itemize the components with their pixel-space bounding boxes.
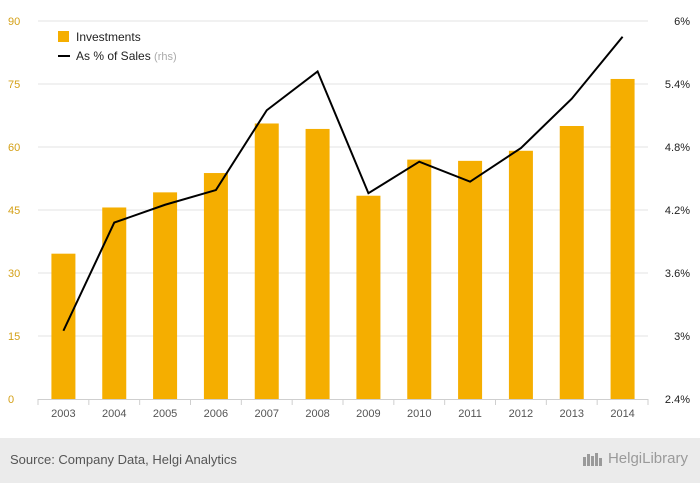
x-tick-2006: 2006 — [204, 408, 228, 420]
x-tick-2013: 2013 — [560, 408, 584, 420]
bar-2008 — [305, 128, 330, 399]
investments-bars — [51, 78, 635, 400]
left-tick-4: 60 — [8, 142, 20, 154]
brand-name: HelgiLibrary — [607, 450, 688, 467]
library-icon — [582, 452, 602, 466]
x-tick-2014: 2014 — [610, 408, 634, 420]
bar-2005 — [153, 192, 178, 399]
legend-label-rhs: (rhs) — [154, 51, 177, 63]
bar-2013 — [559, 126, 584, 399]
legend: Investments As % of Sales (rhs) — [58, 30, 177, 63]
x-tick-2012: 2012 — [509, 408, 533, 420]
x-tick-2008: 2008 — [305, 408, 329, 420]
chart: 0 15 30 45 60 75 90 2.4% 3% 3.6% 4.2% 4.8% 5.4% 6% 2… — [8, 16, 690, 420]
legend-label-investments: Investments — [76, 30, 141, 44]
bar-2006 — [203, 173, 228, 399]
right-tick-6: 6% — [674, 16, 690, 28]
grid-lines — [38, 20, 648, 337]
x-tick-2009: 2009 — [356, 408, 380, 420]
x-tick-2005: 2005 — [153, 408, 177, 420]
left-tick-0: 0 — [8, 394, 14, 406]
legend-swatch-investments — [58, 31, 69, 42]
x-axis: 2003 2004 2005 2006 2007 2008 2009 2010 2011 2012… — [37, 399, 649, 420]
left-tick-6: 90 — [8, 16, 20, 28]
right-axis: 2.4% 3% 3.6% 4.2% 4.8% 5.4% 6% — [665, 16, 690, 406]
x-tick-2011: 2011 — [458, 408, 482, 420]
bar-2012 — [508, 150, 533, 399]
bar-2010 — [407, 159, 432, 399]
x-tick-2004: 2004 — [102, 408, 126, 420]
source-text: Source: Company Data, Helgi Analytics — [10, 452, 237, 467]
left-tick-2: 30 — [8, 268, 20, 280]
x-tick-2007: 2007 — [255, 408, 279, 420]
right-tick-3: 4.2% — [665, 205, 690, 217]
right-tick-4: 4.8% — [665, 142, 690, 154]
bar-2011 — [458, 160, 483, 399]
sales-share-line — [62, 36, 624, 332]
right-tick-2: 3.6% — [665, 268, 690, 280]
left-tick-1: 15 — [8, 331, 20, 343]
bar-2003 — [51, 253, 76, 399]
left-tick-3: 45 — [8, 205, 20, 217]
bar-2009 — [356, 195, 381, 399]
left-tick-5: 75 — [8, 79, 20, 91]
right-tick-0: 2.4% — [665, 394, 690, 406]
legend-label-sales-share: As % of Sales (rhs) — [76, 49, 177, 63]
right-tick-1: 3% — [674, 331, 690, 343]
footer: Source: Company Data, Helgi Analytics He… — [0, 438, 700, 483]
sales-share-polyline — [62, 36, 624, 332]
x-tick-2010: 2010 — [407, 408, 431, 420]
bar-2004 — [102, 207, 127, 399]
left-axis: 0 15 30 45 60 75 90 — [8, 16, 20, 406]
bar-2014 — [610, 78, 635, 400]
bar-2007 — [254, 123, 279, 399]
brand-logo: HelgiLibrary — [582, 450, 688, 467]
right-tick-5: 5.4% — [665, 79, 690, 91]
x-tick-2003: 2003 — [51, 408, 75, 420]
